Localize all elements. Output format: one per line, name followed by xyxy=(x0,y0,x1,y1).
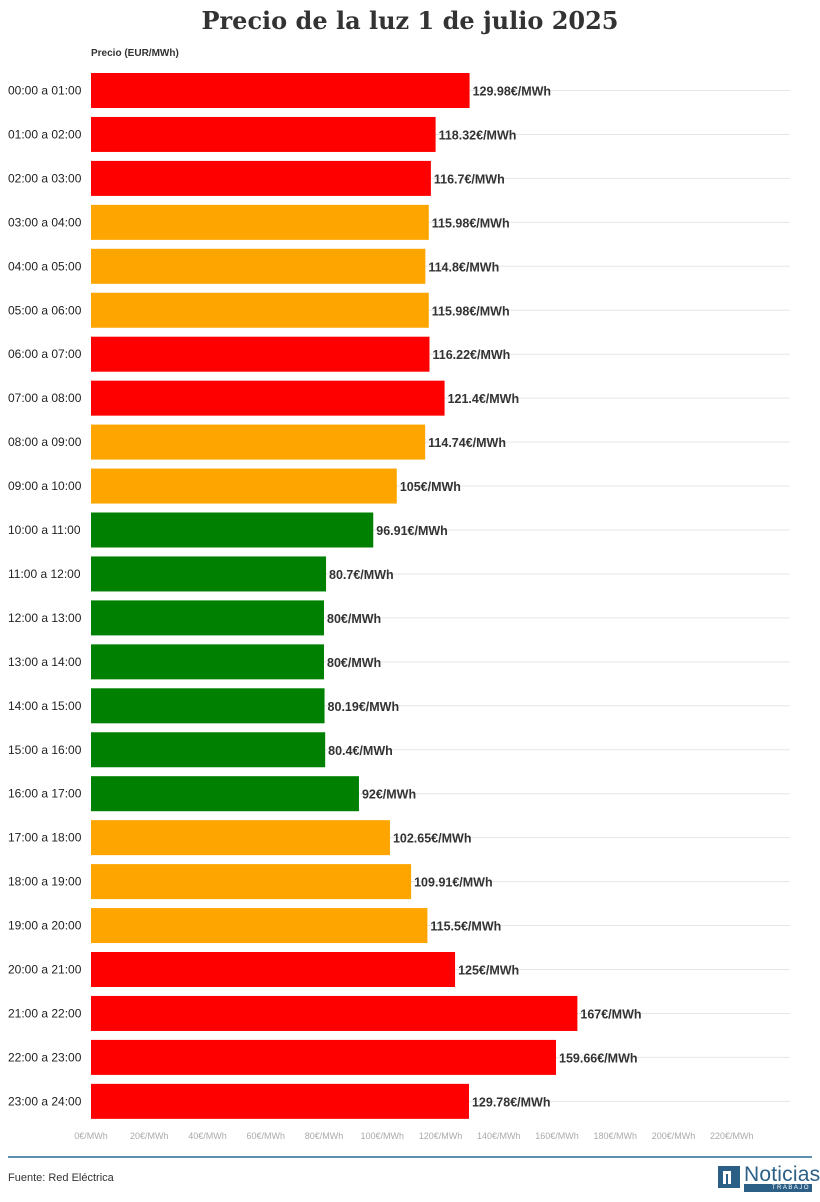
data-label: 121.4€/MWh xyxy=(448,392,520,406)
data-label: 105€/MWh xyxy=(400,480,461,494)
x-tick-label: 60€/MWh xyxy=(246,1131,285,1141)
noticias-trabajo-logo: Noticias TRABAJO xyxy=(718,1163,820,1192)
bar xyxy=(91,380,445,416)
data-label: 115.5€/MWh xyxy=(430,920,501,934)
bar xyxy=(91,644,324,680)
category-label: 14:00 a 15:00 xyxy=(8,699,82,713)
bar xyxy=(91,468,397,504)
data-label: 125€/MWh xyxy=(458,964,519,978)
bar xyxy=(91,116,436,152)
logo-mark-icon xyxy=(718,1166,740,1188)
category-label: 03:00 a 04:00 xyxy=(8,215,82,229)
category-label: 20:00 a 21:00 xyxy=(8,963,82,977)
data-label: 114.8€/MWh xyxy=(428,260,499,274)
data-label: 115.98€/MWh xyxy=(432,216,510,230)
data-label: 80€/MWh xyxy=(327,656,381,670)
x-tick-label: 80€/MWh xyxy=(305,1131,344,1141)
category-label: 05:00 a 06:00 xyxy=(8,303,82,317)
category-label: 17:00 a 18:00 xyxy=(8,831,82,845)
bar xyxy=(91,248,426,284)
data-label: 109.91€/MWh xyxy=(414,876,493,890)
data-label: 80.7€/MWh xyxy=(329,568,394,582)
data-label: 129.78€/MWh xyxy=(472,1095,551,1109)
data-label: 159.66€/MWh xyxy=(559,1051,638,1065)
bar xyxy=(91,336,430,372)
data-label: 92€/MWh xyxy=(362,788,416,802)
data-label: 167€/MWh xyxy=(580,1007,641,1021)
category-label: 02:00 a 03:00 xyxy=(8,171,82,185)
bar xyxy=(91,600,324,636)
source-note: Fuente: Red Eléctrica xyxy=(8,1172,114,1184)
bar xyxy=(91,512,374,548)
x-tick-label: 140€/MWh xyxy=(477,1131,521,1141)
x-tick-label: 220€/MWh xyxy=(710,1131,754,1141)
category-label: 06:00 a 07:00 xyxy=(8,347,82,361)
x-tick-label: 160€/MWh xyxy=(535,1131,579,1141)
category-label: 04:00 a 05:00 xyxy=(8,259,82,273)
bar xyxy=(91,820,390,856)
data-label: 80.19€/MWh xyxy=(328,700,400,714)
x-tick-label: 40€/MWh xyxy=(188,1131,227,1141)
bar xyxy=(91,995,578,1031)
chart-title: Precio de la luz 1 de julio 2025 xyxy=(201,6,619,35)
category-label: 15:00 a 16:00 xyxy=(8,743,82,757)
bar xyxy=(91,908,428,944)
bar xyxy=(91,1039,557,1075)
data-label: 129.98€/MWh xyxy=(473,85,552,99)
category-label: 07:00 a 08:00 xyxy=(8,391,82,405)
bar-chart: Precio (EUR/MWh) 00:00 a 01:00 129.98€/MWh… xyxy=(8,48,790,1141)
data-label: 114.74€/MWh xyxy=(428,436,506,450)
category-label: 08:00 a 09:00 xyxy=(8,435,82,449)
x-tick-label: 200€/MWh xyxy=(652,1131,696,1141)
data-label: 80.4€/MWh xyxy=(328,744,393,758)
x-tick-label: 120€/MWh xyxy=(419,1131,463,1141)
category-label: 11:00 a 12:00 xyxy=(8,567,81,581)
category-label: 21:00 a 22:00 xyxy=(8,1006,82,1020)
bar xyxy=(91,952,456,987)
category-label: 23:00 a 24:00 xyxy=(8,1094,82,1108)
category-label: 13:00 a 14:00 xyxy=(8,655,82,669)
data-label: 115.98€/MWh xyxy=(432,304,510,318)
data-label: 96.91€/MWh xyxy=(376,524,448,538)
data-label: 116.22€/MWh xyxy=(432,348,510,362)
data-label: 80€/MWh xyxy=(327,612,381,626)
logo-name: Noticias xyxy=(744,1163,820,1186)
y-axis-label: Precio (EUR/MWh) xyxy=(91,48,179,59)
data-label: 102.65€/MWh xyxy=(393,832,472,846)
category-label: 01:00 a 02:00 xyxy=(8,127,82,141)
bar xyxy=(91,688,325,724)
bar xyxy=(91,776,359,812)
bar xyxy=(91,292,429,328)
category-label: 16:00 a 17:00 xyxy=(8,787,82,801)
bar xyxy=(91,73,470,108)
category-label: 18:00 a 19:00 xyxy=(8,875,82,889)
bar xyxy=(91,204,429,240)
bar xyxy=(91,424,426,460)
bar xyxy=(91,1083,469,1119)
logo-subtitle: TRABAJO xyxy=(744,1184,812,1192)
bar xyxy=(91,160,431,196)
x-tick-label: 100€/MWh xyxy=(360,1131,404,1141)
x-tick-label: 180€/MWh xyxy=(593,1131,637,1141)
bar xyxy=(91,732,326,768)
category-label: 10:00 a 11:00 xyxy=(8,523,81,537)
category-label: 00:00 a 01:00 xyxy=(8,84,82,98)
bar xyxy=(91,864,412,900)
data-label: 116.7€/MWh xyxy=(434,172,505,186)
footer-divider xyxy=(8,1156,812,1158)
category-label: 12:00 a 13:00 xyxy=(8,611,82,625)
x-tick-label: 20€/MWh xyxy=(130,1131,169,1141)
category-label: 19:00 a 20:00 xyxy=(8,919,82,933)
category-label: 09:00 a 10:00 xyxy=(8,479,82,493)
x-tick-label: 0€/MWh xyxy=(74,1131,108,1141)
category-label: 22:00 a 23:00 xyxy=(8,1050,82,1064)
bar xyxy=(91,556,327,592)
data-label: 118.32€/MWh xyxy=(439,128,517,142)
